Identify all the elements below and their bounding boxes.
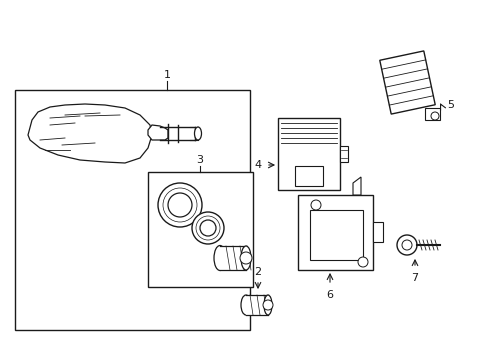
Bar xyxy=(297,195,372,270)
Circle shape xyxy=(192,212,224,244)
Text: 1: 1 xyxy=(163,70,170,80)
Text: 3: 3 xyxy=(196,155,203,165)
Ellipse shape xyxy=(194,127,201,140)
Circle shape xyxy=(401,240,411,250)
Text: 7: 7 xyxy=(410,273,418,283)
Bar xyxy=(424,108,439,120)
Circle shape xyxy=(310,200,320,210)
Text: 5: 5 xyxy=(447,100,453,110)
Text: 2: 2 xyxy=(254,267,261,277)
Circle shape xyxy=(158,183,202,227)
Bar xyxy=(15,90,249,330)
Bar xyxy=(278,118,339,190)
Bar xyxy=(220,246,245,270)
Circle shape xyxy=(263,300,272,310)
Polygon shape xyxy=(28,104,152,163)
Circle shape xyxy=(168,193,192,217)
Bar xyxy=(372,222,382,242)
Ellipse shape xyxy=(264,295,271,315)
Bar xyxy=(309,210,362,260)
Circle shape xyxy=(430,112,438,120)
Text: 6: 6 xyxy=(326,290,333,300)
Text: 4: 4 xyxy=(254,160,261,170)
Circle shape xyxy=(396,235,416,255)
Polygon shape xyxy=(352,177,360,195)
Polygon shape xyxy=(379,51,434,114)
Bar xyxy=(148,172,252,287)
Bar xyxy=(339,146,347,162)
Ellipse shape xyxy=(241,295,250,315)
Ellipse shape xyxy=(241,246,250,270)
Polygon shape xyxy=(148,125,168,140)
Circle shape xyxy=(240,252,251,264)
Bar xyxy=(294,166,323,186)
Ellipse shape xyxy=(214,246,225,270)
Bar xyxy=(245,295,267,315)
Circle shape xyxy=(200,220,216,236)
Circle shape xyxy=(357,257,367,267)
